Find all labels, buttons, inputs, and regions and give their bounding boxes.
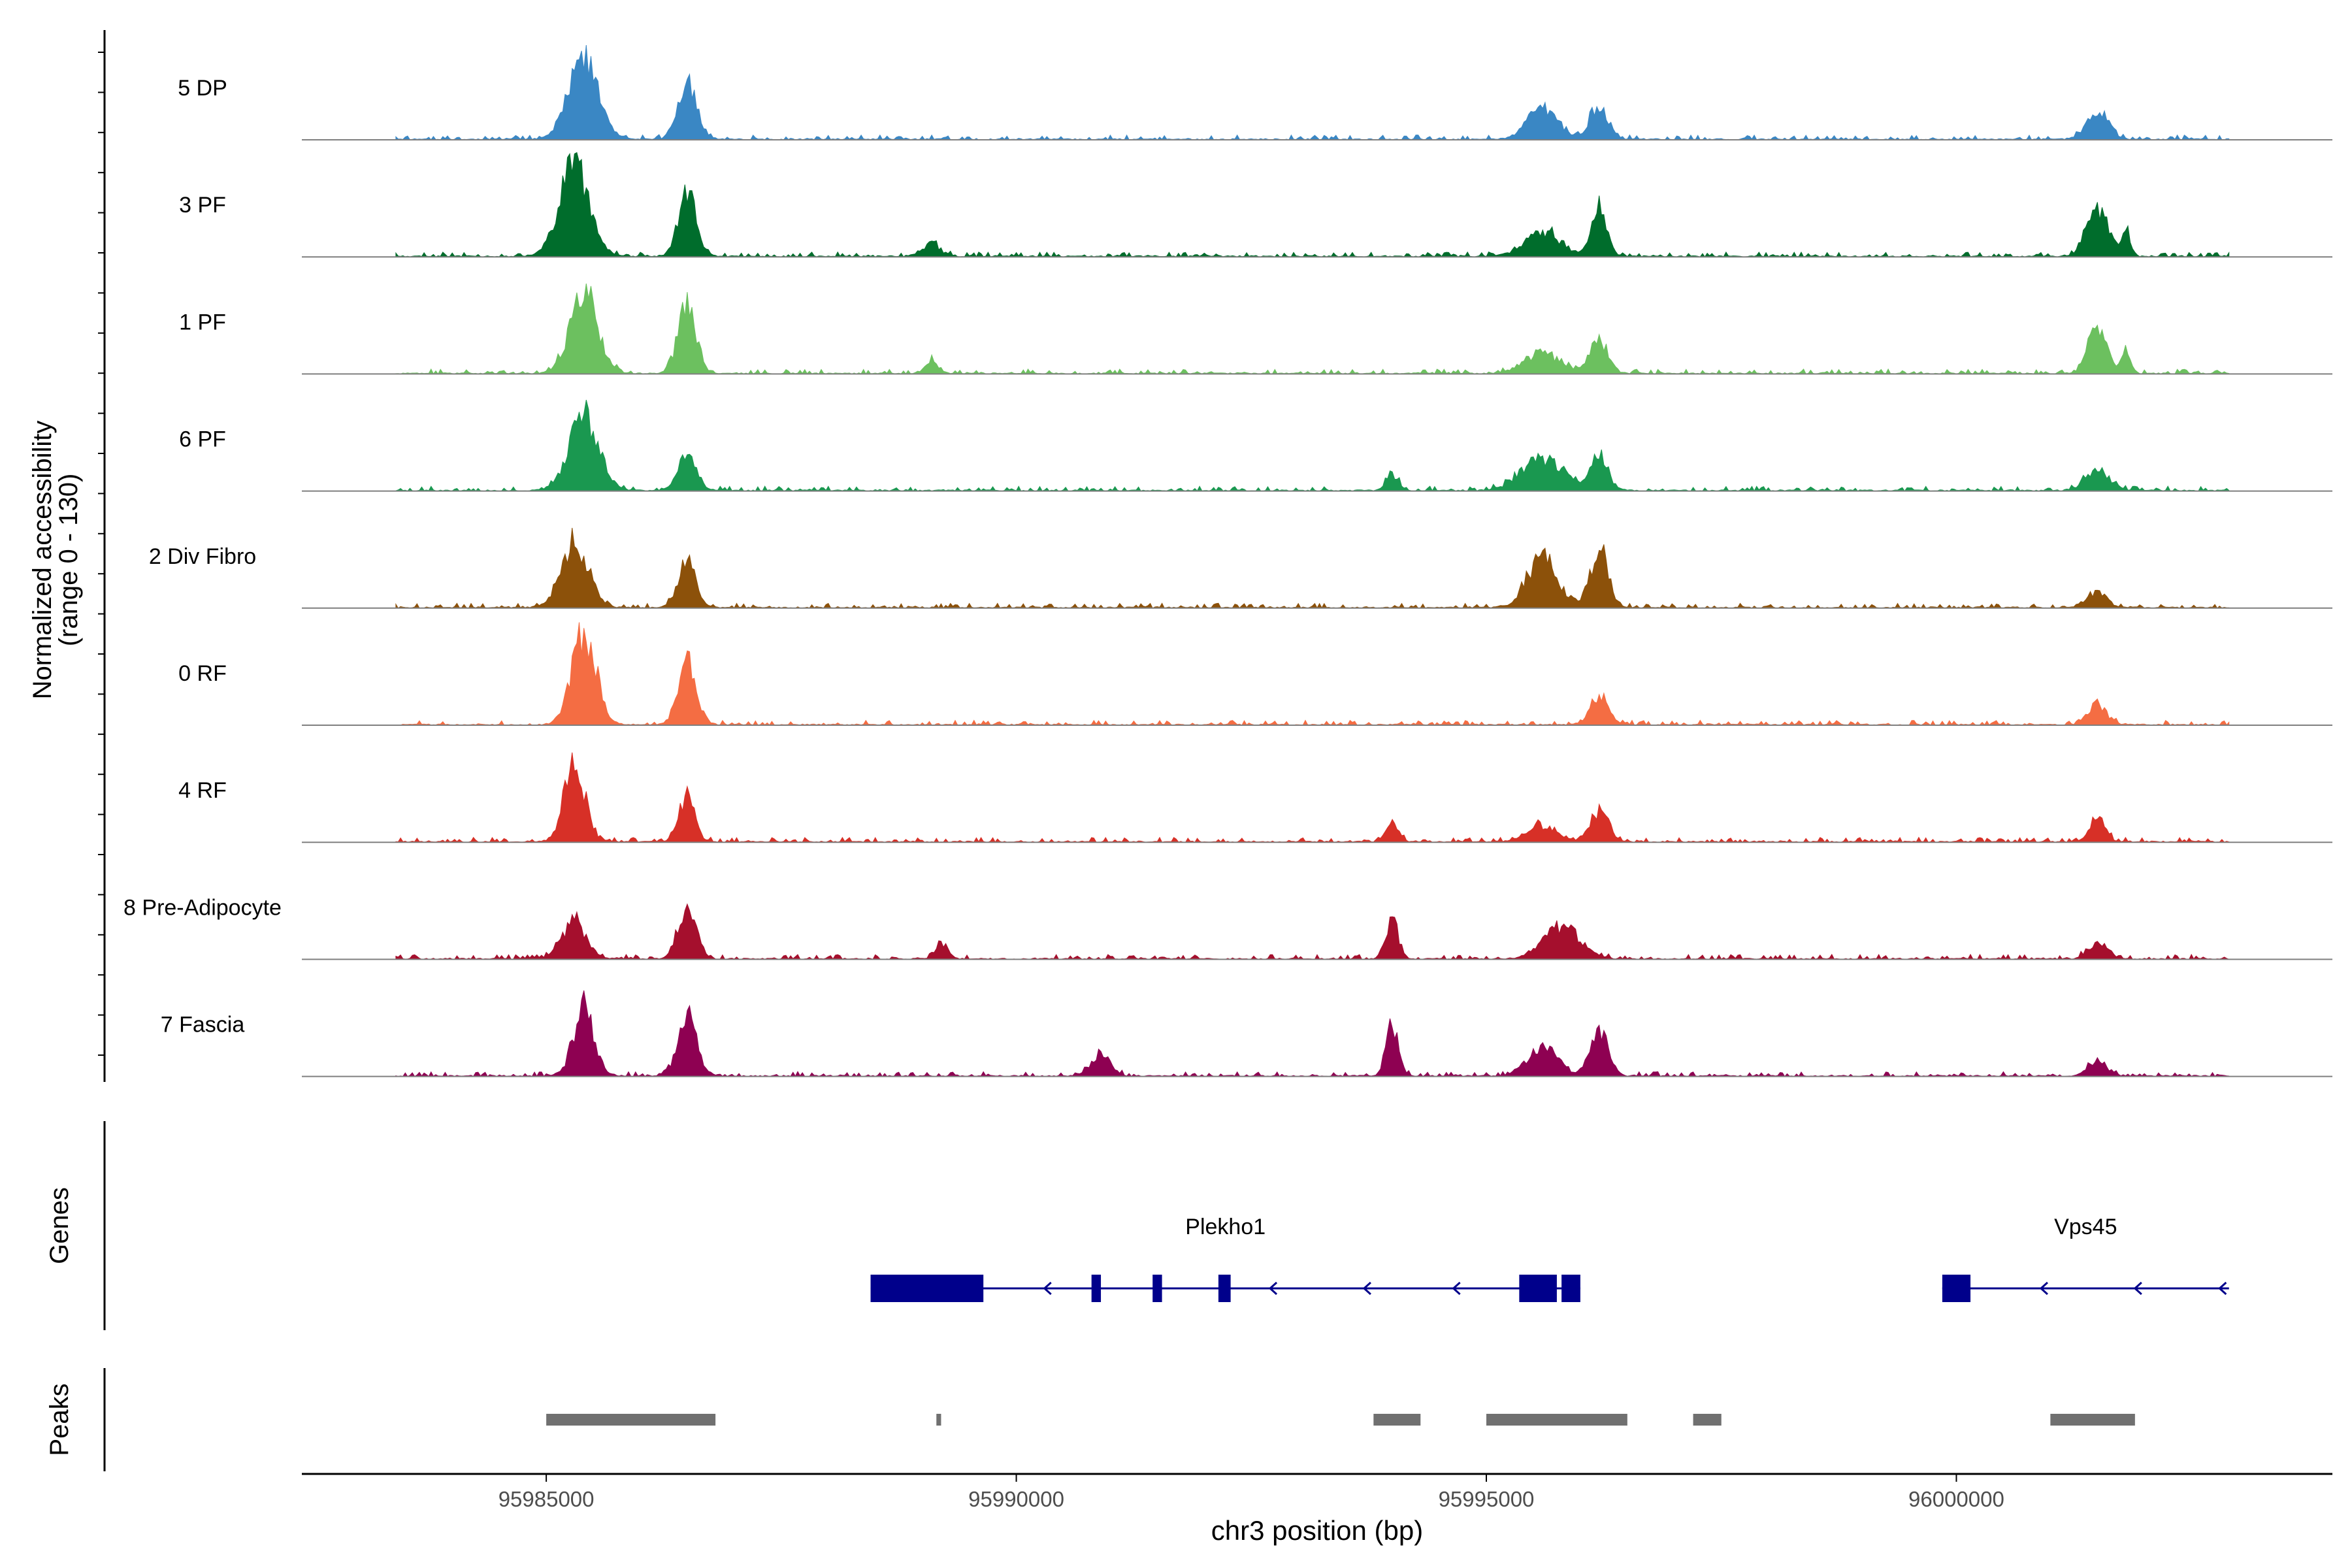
- exon: [1218, 1275, 1231, 1302]
- peak-region: [936, 1414, 941, 1426]
- x-tick-label: 95985000: [498, 1487, 595, 1511]
- strand-arrow: [1043, 1281, 1052, 1296]
- gene-name-label: Plekho1: [1185, 1215, 1266, 1239]
- accessibility-axis: [98, 30, 106, 1082]
- track-7-fascia: 7 Fascia: [161, 990, 2332, 1077]
- x-axis-title: chr3 position (bp): [1211, 1515, 1424, 1546]
- gene-plekho1: Plekho1: [870, 1215, 1580, 1302]
- track-label: 8 Pre-Adipocyte: [123, 895, 282, 920]
- genes-panel: Plekho1 Vps45: [103, 1121, 2229, 1330]
- coverage-area: [395, 903, 2230, 960]
- peaks-axis-title: Peaks: [45, 1383, 74, 1456]
- strand-arrow: [1452, 1281, 1461, 1296]
- strand-arrow: [1362, 1281, 1371, 1296]
- track-3-pf: 3 PF: [179, 152, 2332, 258]
- y-axis-title-line2: (range 0 - 130): [54, 474, 83, 647]
- track-label: 3 PF: [179, 193, 226, 218]
- strand-arrow: [1268, 1281, 1278, 1296]
- peak-region: [546, 1414, 716, 1426]
- x-tick-label: 95995000: [1439, 1487, 1535, 1511]
- coverage-area: [395, 152, 2230, 258]
- x-axis: 95985000 95990000 95995000 96000000: [302, 1473, 2332, 1511]
- gene-name-label: Vps45: [2054, 1215, 2117, 1239]
- x-tick-label: 95990000: [968, 1487, 1064, 1511]
- track-label: 7 Fascia: [161, 1013, 245, 1037]
- track-label: 1 PF: [179, 310, 226, 335]
- coverage-area: [395, 622, 2230, 726]
- track-1-pf: 1 PF: [179, 284, 2332, 375]
- x-tick-label: 96000000: [1908, 1487, 2004, 1511]
- peaks-panel: [103, 1368, 2135, 1471]
- exon: [1942, 1275, 1971, 1302]
- tracks-panel: 5 DP 3 PF 1 PF 6 PF 2 Div Fibro 0 RF 4 RF 8 Pre…: [123, 44, 2332, 1077]
- peak-region: [2050, 1414, 2135, 1426]
- coverage-area: [395, 44, 2230, 140]
- strand-arrow: [2218, 1281, 2227, 1296]
- track-6-pf: 6 PF: [179, 399, 2332, 492]
- track-4-rf: 4 RF: [178, 752, 2332, 843]
- coverage-area: [395, 527, 2230, 609]
- genes-axis-title: Genes: [45, 1187, 74, 1264]
- exon: [1091, 1275, 1102, 1302]
- exon: [1561, 1275, 1580, 1302]
- coverage-area: [395, 399, 2230, 492]
- track-label: 2 Div Fibro: [149, 544, 256, 569]
- coverage-area: [395, 990, 2230, 1077]
- strand-arrow: [2039, 1281, 2048, 1296]
- peak-region: [1693, 1414, 1722, 1426]
- track-label: 0 RF: [178, 661, 227, 686]
- track-0-rf: 0 RF: [178, 622, 2332, 726]
- track-label: 5 DP: [178, 76, 227, 101]
- track-2-div-fibro: 2 Div Fibro: [149, 527, 2332, 609]
- peak-region: [1373, 1414, 1421, 1426]
- exon: [1152, 1275, 1162, 1302]
- peak-region: [1486, 1414, 1627, 1426]
- coverage-area: [395, 752, 2230, 843]
- track-8-pre-adipocyte: 8 Pre-Adipocyte: [123, 895, 2332, 960]
- gene-vps45: Vps45: [1942, 1215, 2229, 1302]
- track-label: 6 PF: [179, 427, 226, 452]
- y-axis-title-line1: Normalized accessibility: [28, 421, 57, 700]
- track-5-dp: 5 DP: [178, 44, 2332, 140]
- track-label: 4 RF: [178, 778, 227, 803]
- coverage-area: [395, 284, 2230, 375]
- strand-arrow: [2133, 1281, 2142, 1296]
- exon: [1519, 1275, 1557, 1302]
- exon: [870, 1275, 984, 1302]
